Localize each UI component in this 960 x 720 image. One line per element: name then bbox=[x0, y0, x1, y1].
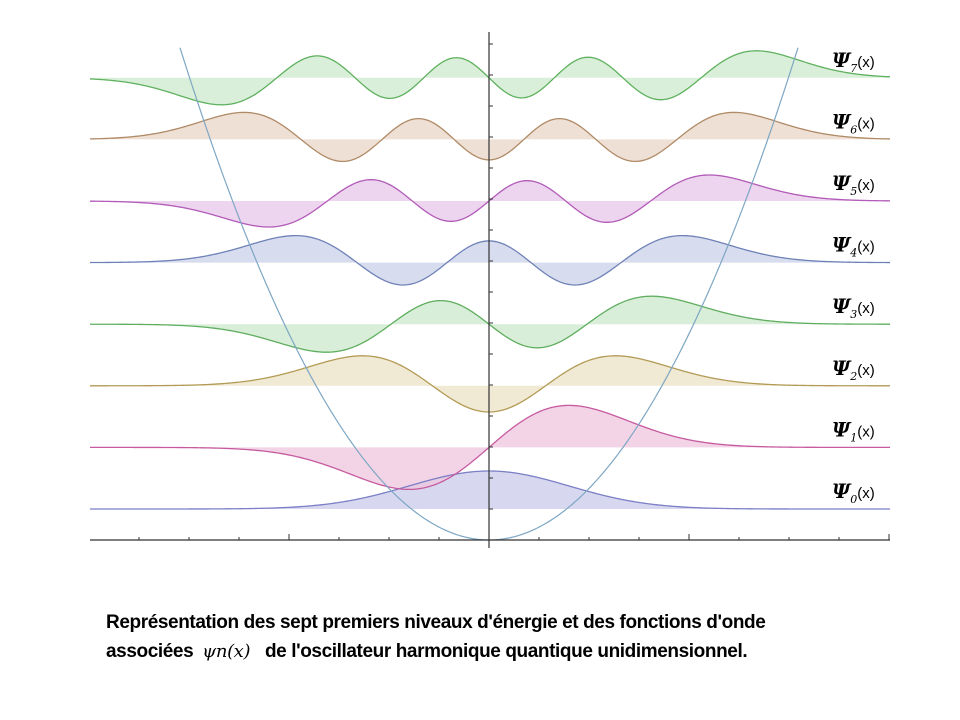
wavefunction-fill-6 bbox=[90, 112, 890, 162]
wavefunction-fill-2 bbox=[90, 355, 890, 412]
wavefunction-fill-1 bbox=[90, 405, 890, 490]
oscillator-plot: Ψ0(x) Ψ1(x) Ψ2(x) Ψ3(x) Ψ4(x) Ψ5(x) Ψ6(x) Ψ7(x) bbox=[89, 32, 891, 548]
psi-label-1: Ψ1(x) bbox=[832, 417, 875, 444]
psi-label-3: Ψ3(x) bbox=[832, 294, 875, 321]
wavefunction-curve-4 bbox=[89, 234, 890, 286]
wavefunction-fill-4 bbox=[90, 235, 890, 285]
wavefunction-fill-7 bbox=[90, 50, 890, 105]
psi-label-6: Ψ6(x) bbox=[832, 109, 875, 136]
figure-caption: Représentation des sept premiers niveaux… bbox=[106, 608, 926, 666]
psi-n-symbol: ψn(x) bbox=[202, 641, 251, 662]
axes bbox=[90, 32, 890, 548]
psi-label-5: Ψ5(x) bbox=[832, 171, 875, 198]
caption-rest: de l'oscillateur harmonique quantique un… bbox=[264, 641, 748, 662]
wavefunction-curve-2 bbox=[90, 355, 891, 413]
wavefunction-curve-5 bbox=[89, 174, 891, 228]
psi-label-7: Ψ7(x) bbox=[832, 48, 875, 75]
psi-label-0: Ψ0(x) bbox=[832, 479, 875, 506]
wavefunction-fill-0 bbox=[90, 471, 890, 509]
wavefunction-curve-7 bbox=[89, 50, 891, 106]
wavefunction-curve-6 bbox=[89, 111, 891, 163]
caption-line-2: associées ψn(x) de l'oscillateur harmoni… bbox=[106, 637, 926, 666]
psi-label-4: Ψ4(x) bbox=[832, 233, 875, 260]
wavefunction-labels: Ψ0(x) Ψ1(x) Ψ2(x) Ψ3(x) Ψ4(x) Ψ5(x) Ψ6(x) Ψ7(x) bbox=[832, 48, 875, 506]
wavefunction-curve-0 bbox=[90, 470, 890, 510]
caption-associees: associées bbox=[106, 641, 194, 662]
wavefunction-curve-3 bbox=[90, 295, 890, 353]
caption-line-1: Représentation des sept premiers niveaux… bbox=[106, 612, 766, 633]
psi-label-2: Ψ2(x) bbox=[832, 356, 875, 383]
wavefunction-curves bbox=[89, 50, 891, 510]
